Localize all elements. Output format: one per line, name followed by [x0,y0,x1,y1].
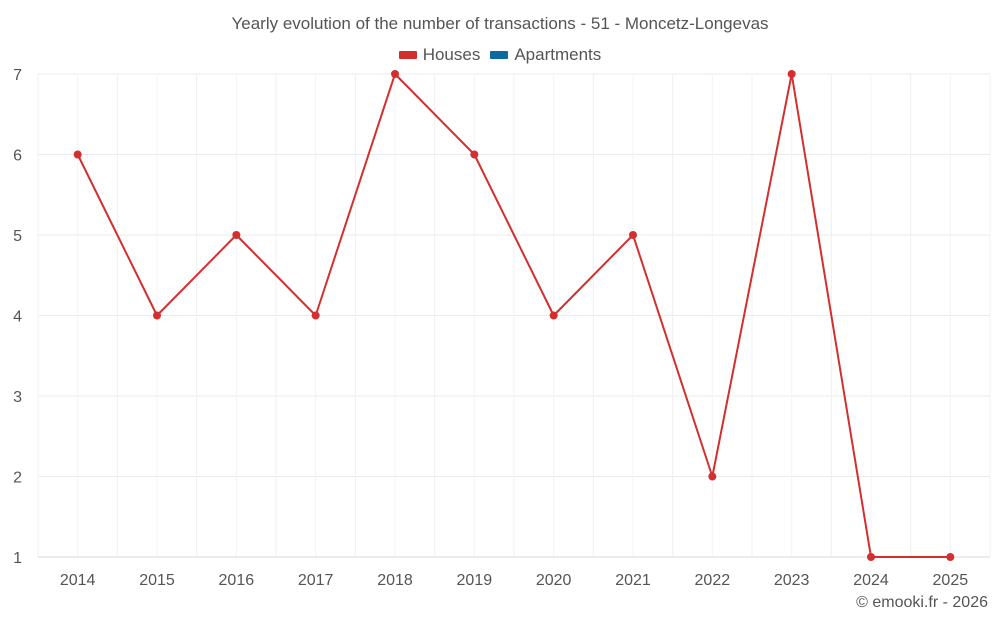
x-tick-label: 2019 [457,572,493,589]
legend-item-houses[interactable]: Houses [398,45,481,65]
x-tick-label: 2025 [933,572,969,589]
y-tick-label: 4 [13,309,22,326]
x-tick-label: 2017 [298,572,334,589]
y-tick-label: 2 [13,470,22,487]
grid [37,73,991,558]
x-tick-label: 2014 [60,572,96,589]
legend: Houses Apartments [0,45,1000,65]
legend-item-apartments[interactable]: Apartments [490,45,601,65]
y-tick-label: 5 [13,228,22,245]
legend-swatch-houses [398,51,417,59]
y-tick-label: 3 [13,389,22,406]
x-tick-label: 2023 [774,572,810,589]
series-line-houses [76,73,951,558]
x-tick-label: 2021 [615,572,651,589]
credit: © emooki.fr - 2026 [856,594,988,611]
data-point-houses[interactable] [549,311,558,320]
data-point-houses[interactable] [470,150,479,159]
legend-label-houses: Houses [422,45,481,64]
data-point-houses[interactable] [153,311,161,320]
data-point-houses[interactable] [708,472,717,481]
data-point-houses[interactable] [232,231,241,239]
legend-swatch-apartments [490,51,509,59]
x-tick-label: 2022 [695,572,731,589]
x-tick-label: 2018 [377,572,413,589]
data-point-houses[interactable] [867,553,875,561]
data-point-houses[interactable] [787,70,796,78]
legend-label-apartments: Apartments [514,45,602,64]
x-tick-label: 2024 [853,572,889,589]
x-tick-label: 2020 [536,572,572,589]
y-tick-label: 1 [13,550,22,567]
y-tick-label: 6 [13,148,22,165]
data-point-houses[interactable] [946,553,955,561]
data-point-houses[interactable] [311,311,320,320]
data-point-houses[interactable] [391,70,399,78]
chart-title: Yearly evolution of the number of transa… [231,14,769,33]
data-point-houses[interactable] [73,150,82,159]
x-tick-label: 2016 [219,572,255,589]
data-point-houses[interactable] [629,231,637,239]
y-tick-label: 7 [13,67,22,84]
x-tick-label: 2015 [139,572,175,589]
series-layer [73,70,955,561]
axes: 1 2 3 4 5 6 7 2014 2015 2016 2017 2018 2019 2020 2021 2… [13,67,990,589]
